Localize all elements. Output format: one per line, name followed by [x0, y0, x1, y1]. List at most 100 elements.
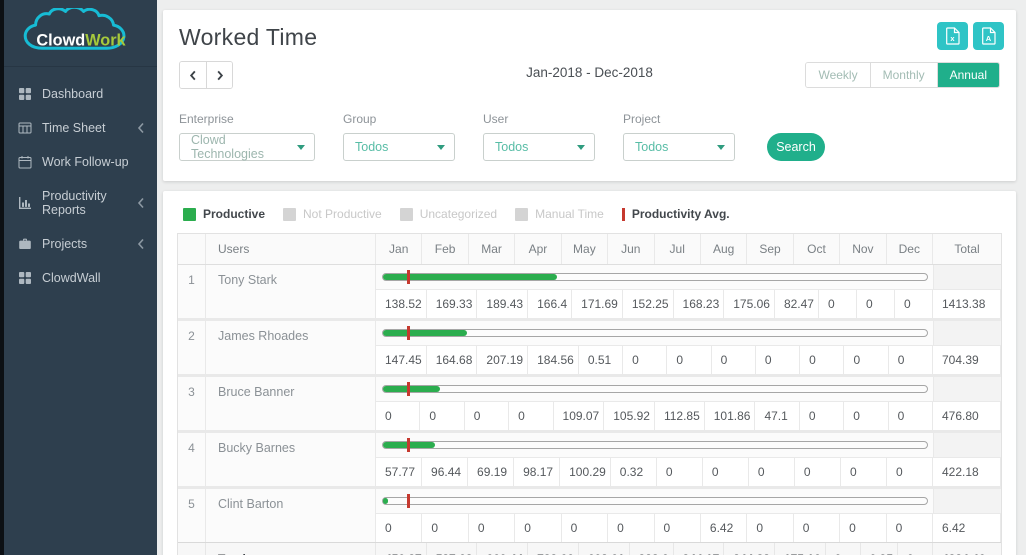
enterprise-select[interactable]: Clowd Technologies [179, 133, 315, 161]
timesheet-table-icon [18, 121, 32, 135]
month-value-cell: 152.25 [622, 289, 674, 318]
user-total-cell: 1413.38 [932, 289, 1001, 318]
previous-period-button[interactable] [180, 62, 206, 88]
user-name: Tony Stark [206, 265, 376, 318]
total-month-cell: 0 [826, 543, 861, 555]
month-value-cell: 0 [376, 401, 421, 430]
view-toggle-annual[interactable]: Annual [936, 63, 999, 87]
total-month-cell: 175.16 [775, 543, 826, 555]
month-value-cell: 0 [799, 401, 845, 430]
grand-total-cell: 4224.46 [933, 543, 1001, 555]
month-value-cell: 0 [840, 457, 887, 486]
month-value-cell: 0.51 [578, 345, 624, 374]
logo-text-clowd: Clowd [36, 32, 85, 50]
table-total-row: Total450.37587.62660.44723.66608.61328.6… [178, 542, 1001, 555]
legend-item-productivity-avg: Productivity Avg. [621, 207, 730, 221]
month-value-cell: 147.45 [376, 345, 427, 374]
user-row-tony-stark: 1 Tony Stark 138.52 169.33 189.43 166.4 171.69… [178, 265, 1001, 318]
productivity-bar-track [382, 270, 928, 284]
bar-chart-icon [18, 196, 32, 210]
sidebar-item-clowdwall[interactable]: ClowdWall [4, 261, 157, 295]
view-toggle-monthly[interactable]: Monthly [869, 63, 937, 87]
sidebar-item-work-follow-up[interactable]: Work Follow-up [4, 145, 157, 179]
chevron-left-icon [137, 122, 145, 134]
project-label: Project [623, 112, 661, 126]
user-row-bucky-barnes: 4 Bucky Barnes 57.77 96.44 69.19 98.17 100.29 0… [178, 430, 1001, 486]
total-month-cell: 344.88 [724, 543, 775, 555]
column-header-blank [178, 234, 206, 264]
month-value-cell: 0 [422, 513, 469, 542]
dashboard-grid-icon [18, 87, 32, 101]
search-button[interactable]: Search [767, 133, 825, 161]
productivity-avg-marker [407, 382, 411, 396]
month-value-cell: 47.1 [755, 401, 800, 430]
user-name: Bucky Barnes [206, 433, 376, 486]
row-number: 4 [178, 433, 206, 486]
sidebar-item-label: Time Sheet [42, 121, 106, 135]
view-toggle: Weekly Monthly Annual [805, 62, 1000, 88]
month-value-cell: 0 [894, 289, 933, 318]
month-value-cell: 0 [818, 289, 857, 318]
legend-marker-swatch [621, 207, 625, 221]
view-toggle-weekly[interactable]: Weekly [806, 63, 870, 87]
legend-square-swatch [515, 207, 529, 221]
month-value-cell: 168.23 [673, 289, 725, 318]
total-spacer-cell [933, 321, 1001, 345]
total-month-cell: 0 [898, 543, 933, 555]
total-month-cell: 328.6 [630, 543, 674, 555]
month-value-cell: 0.32 [610, 457, 657, 486]
calendar-icon [18, 155, 32, 169]
legend-label: Productivity Avg. [631, 207, 730, 221]
total-spacer-cell [933, 433, 1001, 457]
total-spacer-cell [932, 265, 1001, 289]
clowdwork-cloud-logo-icon: ClowdWork [23, 8, 126, 50]
productivity-bar-cell [376, 433, 933, 457]
month-value-cell: 0 [654, 513, 701, 542]
main-area: Worked Time x A [157, 0, 1026, 555]
svg-text:x: x [950, 34, 955, 43]
export-excel-button[interactable]: x [937, 22, 968, 50]
sidebar-item-dashboard[interactable]: Dashboard [4, 77, 157, 111]
month-value-cell: 101.86 [704, 401, 756, 430]
group-select[interactable]: Todos [343, 133, 455, 161]
caret-down-icon [577, 144, 585, 150]
chevron-left-icon [189, 70, 196, 80]
legend-square-swatch [399, 207, 413, 221]
main-content: Worked Time x A [157, 0, 1026, 555]
sidebar-item-projects[interactable]: Projects [4, 227, 157, 261]
svg-text:ClowdWork: ClowdWork [36, 32, 126, 50]
month-value-cell: 100.29 [560, 457, 611, 486]
worked-time-table: Users Jan Feb Mar Apr May Jun Jul Aug Sep Oct Nov De… [177, 233, 1002, 555]
sidebar-nav: Dashboard Time Sheet Work Follow-up Product… [4, 67, 157, 295]
productivity-avg-marker [407, 438, 411, 452]
row-number: 2 [178, 321, 206, 374]
wall-grid-icon [18, 271, 32, 285]
enterprise-value: Clowd Technologies [191, 133, 264, 161]
project-select[interactable]: Todos [623, 133, 735, 161]
month-value-cell: 6.42 [700, 513, 748, 542]
enterprise-label: Enterprise [179, 112, 234, 126]
sidebar-item-productivity-reports[interactable]: Productivity Reports [4, 179, 157, 227]
productivity-bar-cell [376, 377, 933, 401]
column-header-sep: Sep [747, 234, 794, 264]
legend-label: Productive [203, 207, 266, 221]
user-select[interactable]: Todos [483, 133, 595, 161]
user-row-james-rhoades: 2 James Rhoades 147.45 164.68 207.19 184.56 0.… [178, 318, 1001, 374]
productivity-bar-cell [376, 265, 933, 289]
legend-label: Manual Time [535, 207, 604, 221]
caret-down-icon [717, 144, 725, 150]
month-value-cell: 0 [702, 457, 749, 486]
filter-group: Group Todos [343, 112, 455, 161]
chevron-right-icon [216, 70, 223, 80]
export-pdf-button[interactable]: A [973, 22, 1004, 50]
file-excel-icon: x [945, 27, 960, 45]
column-header-mar: Mar [469, 234, 516, 264]
column-header-feb: Feb [422, 234, 469, 264]
user-name: Clint Barton [206, 489, 376, 542]
month-value-cell: 0 [656, 457, 703, 486]
sidebar-item-time-sheet[interactable]: Time Sheet [4, 111, 157, 145]
month-value-cell: 96.44 [422, 457, 469, 486]
month-value-cell: 166.4 [528, 289, 573, 318]
next-period-button[interactable] [206, 62, 232, 88]
legend-square-swatch [283, 207, 297, 221]
